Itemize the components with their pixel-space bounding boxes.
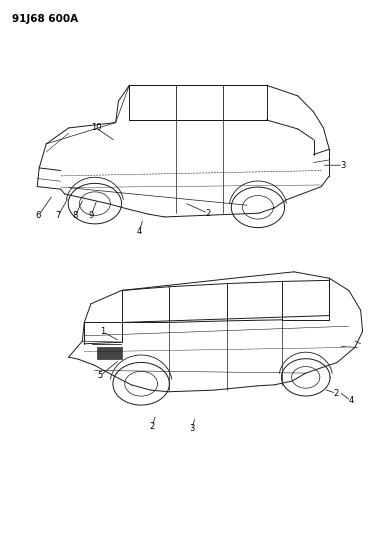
Text: 91J68 600A: 91J68 600A [12,14,78,24]
Text: 4: 4 [348,397,354,405]
Text: 2: 2 [205,209,211,217]
Text: 5: 5 [97,372,103,380]
Text: 4: 4 [136,228,142,236]
Text: 9: 9 [88,212,94,220]
Text: 3: 3 [340,161,346,169]
Text: 7: 7 [55,212,61,220]
Text: 2: 2 [149,422,155,431]
Text: 6: 6 [36,212,41,220]
Text: 2: 2 [334,389,339,398]
Text: 10: 10 [91,124,101,132]
Text: 3: 3 [189,424,195,433]
Text: 1: 1 [100,327,105,336]
Bar [97,347,122,359]
Text: 8: 8 [73,212,78,220]
